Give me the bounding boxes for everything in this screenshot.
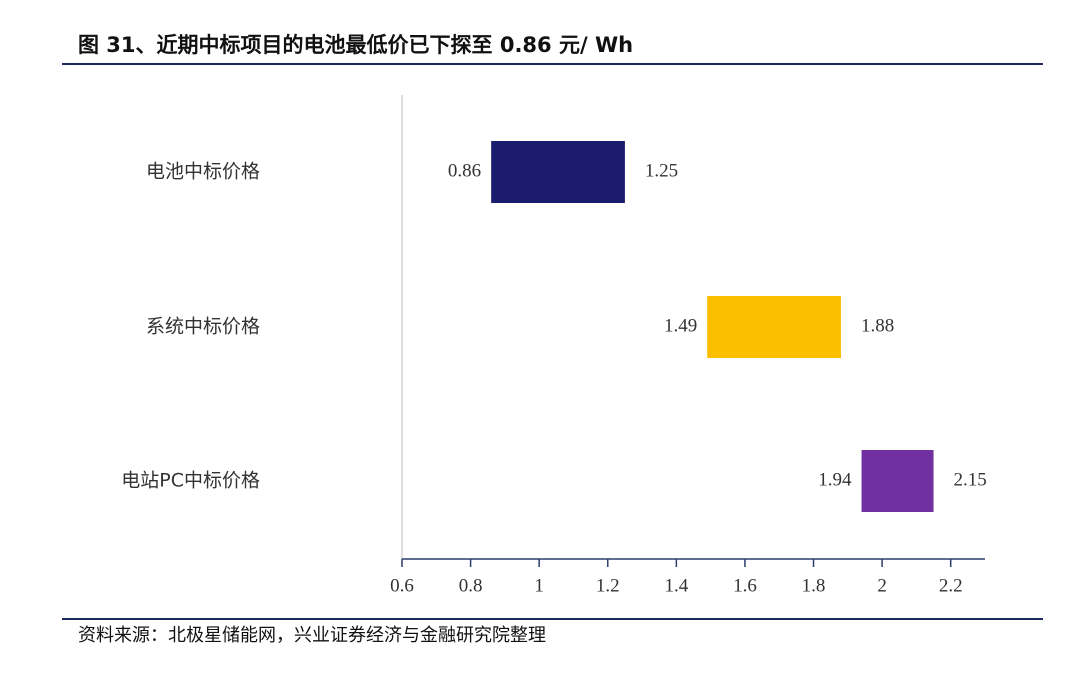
x-tick-label: 0.8 (459, 575, 483, 596)
x-tick-label: 1.4 (664, 575, 688, 596)
bar (861, 450, 934, 512)
category-label: 电站PC中标价格 (121, 470, 260, 492)
source-note: 资料来源：北极星储能网，兴业证券经济与金融研究院整理 (78, 625, 546, 646)
category-label: 电池中标价格 (146, 161, 260, 183)
bar (491, 141, 625, 203)
high-label: 1.25 (645, 160, 678, 181)
high-label: 1.88 (861, 315, 894, 336)
x-tick-label: 2 (877, 575, 887, 596)
low-label: 1.49 (664, 315, 697, 336)
chart-title: 图 31、近期中标项目的电池最低价已下探至 0.86 元/ Wh (78, 33, 633, 57)
high-label: 2.15 (954, 469, 987, 490)
x-tick-label: 2.2 (939, 575, 963, 596)
x-tick-label: 1.6 (733, 575, 757, 596)
bar (707, 296, 841, 358)
x-tick-label: 1 (534, 575, 544, 596)
low-label: 0.86 (448, 160, 481, 181)
category-label: 系统中标价格 (146, 316, 260, 338)
x-tick-label: 1.2 (596, 575, 620, 596)
low-label: 1.94 (818, 469, 852, 490)
x-tick-label: 1.8 (802, 575, 826, 596)
x-tick-label: 0.6 (390, 575, 414, 596)
